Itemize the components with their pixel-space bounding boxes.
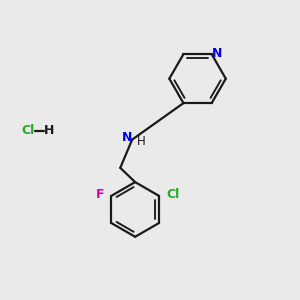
Text: H: H — [137, 135, 146, 148]
Text: F: F — [96, 188, 104, 201]
Text: Cl: Cl — [167, 188, 180, 201]
Text: H: H — [44, 124, 55, 137]
Text: N: N — [212, 47, 222, 60]
Text: Cl: Cl — [22, 124, 35, 137]
Text: N: N — [122, 131, 132, 144]
